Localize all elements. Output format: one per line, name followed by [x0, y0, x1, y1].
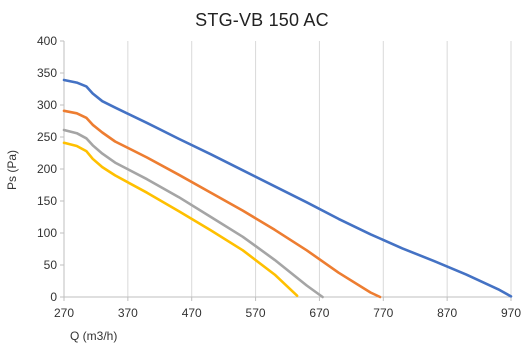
- series-line-4: [62, 141, 299, 298]
- x-tick-label: 870: [437, 306, 457, 320]
- series-line-3: [62, 128, 324, 299]
- x-tick-label: 270: [54, 306, 74, 320]
- chart-title: STG-VB 150 AC: [195, 10, 329, 30]
- y-tick-label: 150: [37, 194, 57, 208]
- x-tick-label: 570: [246, 306, 266, 320]
- axes: [60, 40, 512, 301]
- y-tick-label: 100: [37, 226, 57, 240]
- series-line-2: [62, 109, 382, 299]
- y-tick-label: 0: [50, 290, 57, 304]
- y-tick-label: 50: [44, 258, 58, 272]
- y-axis-label: Ps (Pa): [5, 150, 19, 190]
- tick-labels: 0 50 100 150 200 250 300 350 400 270 370 470 570 670 7…: [37, 34, 521, 320]
- x-tick-label: 370: [118, 306, 138, 320]
- y-tick-label: 250: [37, 130, 57, 144]
- series-line-1: [62, 78, 513, 298]
- y-tick-label: 350: [37, 66, 57, 80]
- y-tick-label: 400: [37, 34, 57, 48]
- x-tick-label: 970: [501, 306, 521, 320]
- x-tick-label: 770: [373, 306, 393, 320]
- series-lines: [62, 78, 513, 299]
- y-tick-label: 200: [37, 162, 57, 176]
- x-tick-label: 670: [309, 306, 329, 320]
- x-tick-label: 470: [182, 306, 202, 320]
- y-tick-label: 300: [37, 98, 57, 112]
- x-axis-label: Q (m3/h): [70, 329, 117, 343]
